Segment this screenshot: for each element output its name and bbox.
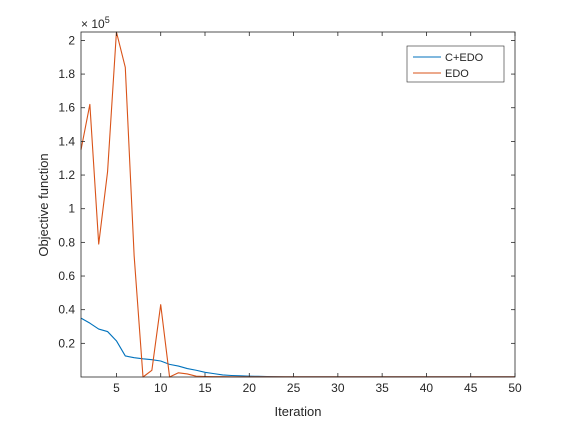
x-tick-label: 35	[375, 381, 389, 395]
x-tick-label: 45	[464, 381, 478, 395]
y-axis-exponent-base: × 10	[81, 17, 105, 31]
plot-area	[81, 32, 515, 377]
x-tick-label: 15	[198, 381, 212, 395]
x-tick-label: 25	[287, 381, 301, 395]
x-tick-label: 5	[113, 381, 120, 395]
y-tick-label: 1.4	[58, 134, 75, 148]
y-axis-exponent-power: 5	[105, 15, 110, 25]
x-tick-label: 20	[243, 381, 257, 395]
axes-box	[80, 31, 516, 378]
y-tick-label: 0.4	[58, 303, 75, 317]
x-tick-label: 50	[508, 381, 522, 395]
y-axis-label: Objective function	[36, 153, 51, 256]
x-tick-label: 40	[420, 381, 434, 395]
y-tick-label: 1.2	[58, 168, 75, 182]
legend-box	[406, 45, 505, 83]
y-tick-label: 0.6	[58, 269, 75, 283]
y-tick-label: 1.8	[58, 67, 75, 81]
x-axis-label: Iteration	[275, 404, 322, 419]
legend: C+EDO EDO	[406, 45, 505, 83]
y-tick-label: 1	[68, 202, 75, 216]
y-axis-exponent: × 105	[81, 15, 110, 31]
y-tick-label: 1.6	[58, 101, 75, 115]
y-tick-label: 0.2	[58, 336, 75, 350]
ticks-group: 5 10 15 20 25 30 35 40 45 50 0.2 0.4 0.6 0.8 1 1.2 1.4 1.…	[58, 32, 522, 395]
axes-group	[80, 31, 516, 378]
x-tick-label: 10	[154, 381, 168, 395]
y-tick-label: 0.8	[58, 235, 75, 249]
legend-label-c-edo: C+EDO	[445, 52, 484, 64]
y-tick-label: 2	[68, 33, 75, 47]
legend-label-edo: EDO	[445, 68, 469, 80]
x-tick-label: 30	[331, 381, 345, 395]
